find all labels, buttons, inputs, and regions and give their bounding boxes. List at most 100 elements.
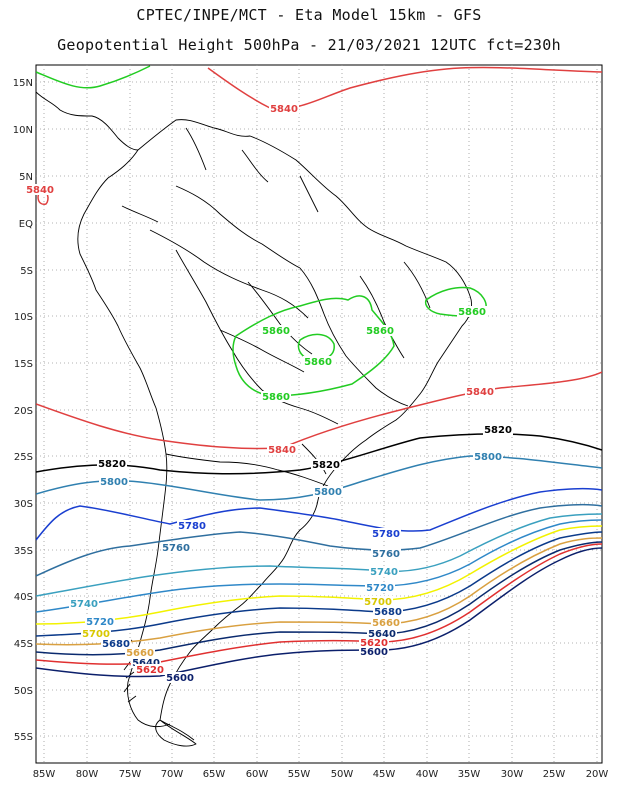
lon-label: 55W [288, 769, 311, 780]
lon-label: 85W [33, 769, 56, 780]
contour-label-bg [261, 325, 291, 336]
contour-label: 5740 [370, 567, 398, 578]
contour-label: 5640 [132, 658, 160, 669]
contour-label-bg [363, 596, 393, 607]
lat-label: 30S [14, 499, 33, 510]
contour-5840-north [207, 66, 602, 110]
contour-5860-brazil [232, 295, 395, 397]
contour-label: 5720 [366, 583, 394, 594]
contour-label: 5840 [466, 387, 494, 398]
contour-label-bg [267, 444, 297, 455]
contour-label-bg [371, 617, 401, 628]
contour-label-bg [135, 664, 165, 675]
contour-label: 5840 [270, 104, 298, 115]
contour-label: 5680 [374, 607, 402, 618]
contour-label: 5860 [458, 307, 486, 318]
border-peru-bolivia [175, 249, 263, 391]
contour-label-bg [465, 386, 495, 397]
border-colombia-brazil [175, 185, 301, 269]
contour-label: 5600 [360, 647, 388, 658]
contour-label-bg [131, 657, 161, 668]
contour-label-bg [165, 672, 195, 683]
contour-label: 5860 [262, 392, 290, 403]
contour-label: 5820 [98, 459, 126, 470]
border-peru-brazil [149, 229, 309, 319]
contour-label: 5760 [162, 543, 190, 554]
contour-label: 5660 [126, 648, 154, 659]
border-ecuador [121, 205, 159, 223]
contour-label: 5860 [366, 326, 394, 337]
contour-label: 5620 [136, 665, 164, 676]
lat-label: 15S [14, 359, 33, 370]
lon-label: 20W [586, 769, 609, 780]
contour-label-bg [313, 486, 343, 497]
lon-label: 30W [501, 769, 524, 780]
contour-label: 5840 [26, 185, 54, 196]
contour-label-bg [161, 542, 191, 553]
lon-label: 45W [373, 769, 396, 780]
lat-label: 15N [13, 78, 33, 89]
border-states-nordeste [403, 261, 431, 309]
contour-label: 5800 [314, 487, 342, 498]
contour-label: 5640 [368, 629, 396, 640]
contour-label-bg [25, 184, 55, 195]
contour-label-bg [269, 103, 299, 114]
contour-label: 5720 [86, 617, 114, 628]
contour-label: 5700 [82, 629, 110, 640]
lat-label: 5N [19, 172, 33, 183]
contour-label-bg [367, 628, 397, 639]
contour-label-bg [365, 325, 395, 336]
contour-label: 5700 [364, 597, 392, 608]
border-argentina-north [165, 453, 329, 487]
contour-label: 5660 [372, 618, 400, 629]
border-venezuela [185, 127, 207, 171]
border-states-center [247, 281, 313, 355]
contour-label-bg [369, 566, 399, 577]
contour-label-bg [101, 638, 131, 649]
border-bolivia-brazil [219, 329, 305, 373]
contour-label-bg [99, 476, 129, 487]
contour-label-bg [311, 459, 341, 470]
contour-label-bg [261, 391, 291, 402]
contour-label-bg [473, 451, 503, 462]
contour-label: 5680 [102, 639, 130, 650]
contour-5660 [36, 537, 602, 646]
contour-label-bg [457, 306, 487, 317]
lat-lon-grid [36, 65, 602, 763]
lat-label: 10S [14, 312, 33, 323]
latitude-labels: 15N 10N 5N EQ 5S 10S 15S 20S 25S 30S 35S 40S 45S 50S 5… [13, 78, 33, 743]
chart-subtitle: Geopotential Height 500hPa - 21/03/2021 … [57, 36, 561, 54]
contour-5740 [36, 513, 602, 597]
contour-label: 5620 [360, 638, 388, 649]
contour-label: 5820 [312, 460, 340, 471]
lat-label: 20S [14, 406, 33, 417]
contour-label: 5780 [372, 529, 400, 540]
contour-label: 5760 [372, 549, 400, 560]
lon-label: 80W [76, 769, 99, 780]
contour-labels: 5840 5840 5840 5840 5860 5860 5860 5860 5860 5820… [25, 103, 513, 684]
border-brazil-inner [299, 267, 347, 357]
border-uruguay [301, 443, 327, 475]
border-states-ne [359, 275, 405, 359]
contour-label-bg [125, 647, 155, 658]
contour-label-bg [177, 520, 207, 531]
lat-label: EQ [19, 219, 33, 230]
lon-label: 70W [161, 769, 184, 780]
lat-label: 25S [14, 452, 33, 463]
lat-label: 35S [14, 546, 33, 557]
lon-label: 75W [119, 769, 142, 780]
contour-label-bg [371, 548, 401, 559]
border-suriname [299, 175, 319, 213]
contour-label-bg [373, 606, 403, 617]
contour-5640 [36, 541, 602, 656]
contour-5860-northwest [36, 65, 151, 89]
contour-5780 [36, 487, 602, 541]
contour-label: 5860 [262, 326, 290, 337]
contour-5760 [36, 503, 602, 577]
contour-label: 5840 [268, 445, 296, 456]
lon-label: 40W [416, 769, 439, 780]
lat-label: 50S [14, 686, 33, 697]
tierra-del-fuego [155, 719, 197, 747]
contour-label-bg [303, 356, 333, 367]
